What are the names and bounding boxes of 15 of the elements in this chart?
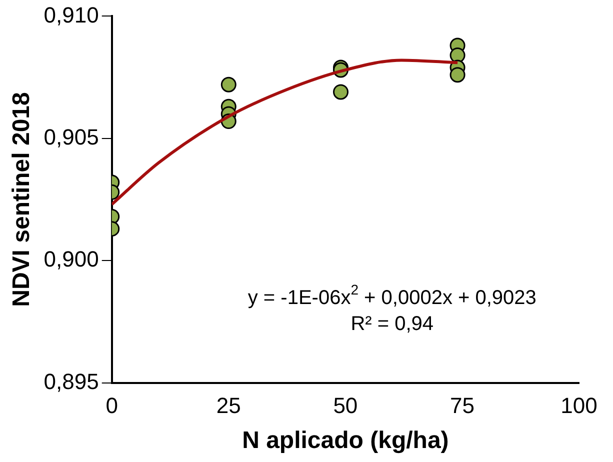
x-tick-label: 75 [450, 393, 474, 418]
x-tick-label: 50 [333, 393, 358, 418]
y-tick-label: 0,900 [44, 246, 99, 272]
y-tick-label: 0,910 [44, 2, 99, 28]
x-tick-label: 100 [560, 393, 598, 418]
x-tick-label: 0 [106, 393, 118, 418]
x-axis-title: N aplicado (kg/ha) [242, 427, 449, 454]
x-tick-label: 25 [216, 393, 241, 418]
y-axis-title: NDVI sentinel 2018 [8, 92, 36, 307]
y-tick-label: 0,895 [44, 368, 99, 394]
point [450, 48, 466, 64]
point [333, 84, 349, 100]
annotation: R² = 0,94 [350, 313, 434, 335]
y-tick-label: 0,905 [44, 124, 99, 150]
point [450, 67, 466, 83]
